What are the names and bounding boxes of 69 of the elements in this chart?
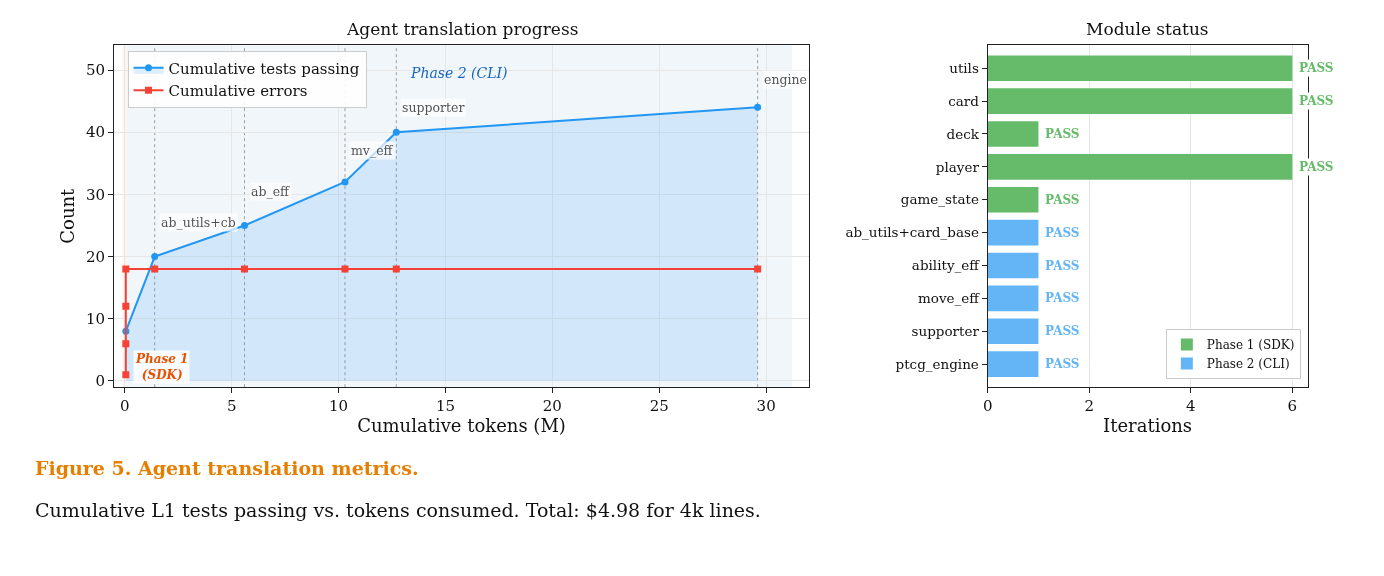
x-tick-label: 4 (1186, 397, 1196, 416)
annotation: supporter (402, 100, 465, 115)
x-tick-label: 15 (435, 397, 456, 416)
y-tick-label: ability_eff (911, 257, 981, 274)
point (241, 265, 248, 273)
point (392, 265, 400, 273)
y-tick-label: 50 (85, 61, 105, 80)
x-tick-label: 2 (1084, 397, 1094, 416)
x-tick-label: 5 (226, 397, 237, 416)
data-label: PASS (1045, 357, 1080, 371)
y-tick-label: supporter (911, 322, 980, 339)
data-label: PASS (1299, 94, 1334, 108)
chart-title: Module status (1086, 19, 1209, 39)
data-label: PASS (1045, 324, 1080, 338)
point (241, 222, 248, 229)
y-tick-label: 0 (95, 372, 105, 391)
data-label: PASS (1299, 61, 1334, 75)
data-label: PASS (1045, 226, 1080, 240)
data-label: PASS (1045, 291, 1080, 305)
text: Cumulative L1 tests passing vs. tokens consumed. Total: $4.98 for 4k lines. (35, 499, 761, 521)
legend-label: Phase 2 (CLI) (1206, 357, 1290, 372)
y-tick-label: game_state (900, 191, 979, 208)
chart-title: Agent translation progress (346, 19, 579, 39)
y-tick-label: card (948, 92, 980, 109)
annotation: engine (764, 72, 807, 87)
point (122, 302, 130, 310)
point (122, 265, 130, 273)
annotation: mv_eff (351, 143, 394, 158)
data-label: PASS (1045, 259, 1080, 273)
data-label: PASS (1299, 160, 1334, 174)
point (122, 340, 130, 348)
y-tick-label: ab_utils+card_base (845, 224, 979, 241)
x-tick-label: 6 (1287, 397, 1298, 416)
band-label: Phase 1 (SDK) (135, 352, 189, 382)
x-tick-label: 0 (120, 397, 130, 416)
x-tick-label: 20 (542, 397, 562, 416)
y-tick-label: move_eff (917, 290, 981, 307)
data-label: PASS (1045, 127, 1080, 141)
legend-label: Phase 1 (SDK) (1206, 338, 1295, 353)
y-tick-label: deck (946, 125, 980, 142)
point (341, 178, 349, 186)
point (754, 265, 762, 273)
x-tick-label: 0 (982, 397, 993, 416)
y-tick-label: utils (949, 59, 979, 76)
point (754, 103, 762, 111)
annotation: ab_utils+cb (161, 215, 236, 230)
point (392, 128, 400, 136)
point (151, 253, 159, 261)
y-tick-label: ptcg_engine (895, 355, 979, 372)
y-axis-title: Count (57, 187, 79, 244)
y-tick-label: 20 (85, 247, 105, 266)
point (122, 371, 130, 379)
y-tick-label: player (935, 158, 980, 175)
x-tick-label: 30 (756, 397, 776, 416)
legend-label: Cumulative tests passing (168, 59, 360, 78)
x-tick-label: 10 (329, 397, 349, 416)
annotation: ab_eff (251, 184, 291, 199)
point (341, 265, 349, 273)
x-tick-label: 25 (649, 397, 669, 416)
legend-label: Cumulative errors (168, 82, 308, 101)
data-label: PASS (1045, 193, 1080, 207)
band-label: Phase 2 (CLI) (410, 65, 508, 81)
y-tick-label: 10 (85, 310, 105, 329)
y-tick-label: 30 (85, 185, 105, 204)
x-axis-title: Iterations (1103, 415, 1193, 437)
caption: Figure 5. Agent translation metrics. (35, 457, 419, 479)
point (151, 265, 159, 273)
x-axis-title: Cumulative tokens (M) (357, 415, 566, 437)
y-tick-label: 40 (85, 123, 105, 142)
